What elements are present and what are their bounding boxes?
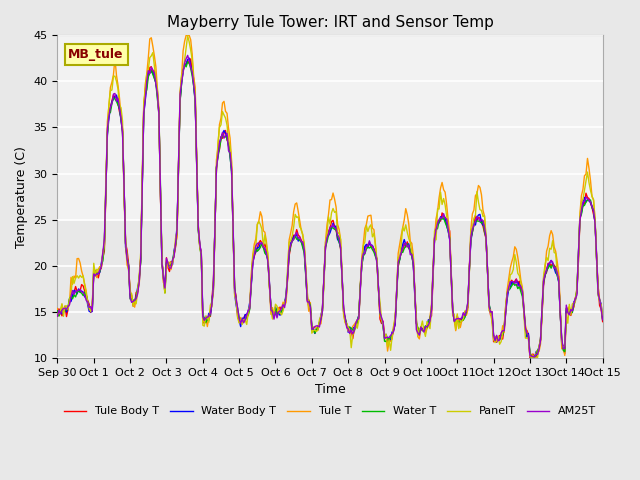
Water T (529, 355, 537, 360)
Tule Body T (68, 293, 76, 299)
AM25T (184, 52, 191, 58)
Title: Mayberry Tule Tower: IRT and Sensor Temp: Mayberry Tule Tower: IRT and Sensor Temp (166, 15, 493, 30)
Text: MB_tule: MB_tule (68, 48, 124, 61)
Legend: Tule Body T, Water Body T, Tule T, Water T, PanelT, AM25T: Tule Body T, Water Body T, Tule T, Water… (60, 402, 600, 421)
Water Body T (365, 240, 373, 246)
Line: Tule T: Tule T (58, 36, 603, 358)
PanelT (155, 113, 163, 119)
Water T (365, 245, 373, 251)
Water Body T (186, 55, 193, 61)
Tule T (182, 33, 190, 38)
Tule T (155, 105, 163, 110)
AM25T (68, 288, 76, 293)
Tule T (365, 213, 373, 218)
Water T (184, 59, 191, 65)
Line: Water T: Water T (58, 62, 603, 358)
Water T (599, 316, 607, 322)
Tule Body T (54, 312, 61, 317)
Water T (54, 308, 61, 313)
Bar (58, 36, 603, 220)
Tule Body T (187, 56, 195, 62)
Water Body T (531, 355, 538, 360)
Water T (535, 345, 543, 351)
PanelT (68, 274, 76, 279)
Tule Body T (535, 346, 543, 351)
Tule Body T (155, 111, 163, 117)
AM25T (396, 255, 404, 261)
Water Body T (599, 317, 607, 323)
PanelT (384, 344, 392, 349)
Water T (384, 335, 392, 340)
AM25T (531, 354, 538, 360)
Water T (155, 108, 163, 114)
Line: AM25T: AM25T (58, 55, 603, 357)
Water Body T (68, 293, 76, 299)
Tule Body T (365, 240, 373, 246)
AM25T (155, 110, 163, 116)
Water Body T (396, 257, 404, 263)
PanelT (535, 343, 543, 349)
Tule T (599, 316, 607, 322)
AM25T (384, 335, 392, 340)
AM25T (535, 346, 543, 352)
Water Body T (155, 112, 163, 118)
Water Body T (384, 336, 392, 342)
Tule T (68, 281, 76, 287)
Water Body T (54, 307, 61, 312)
Y-axis label: Temperature (C): Temperature (C) (15, 145, 28, 248)
Water Body T (535, 345, 543, 350)
Water T (68, 296, 76, 301)
PanelT (54, 311, 61, 317)
Line: Water Body T: Water Body T (58, 58, 603, 358)
PanelT (396, 254, 404, 260)
Tule T (54, 306, 61, 312)
PanelT (527, 355, 535, 360)
AM25T (54, 313, 61, 319)
PanelT (184, 33, 191, 38)
PanelT (599, 313, 607, 319)
X-axis label: Time: Time (315, 383, 346, 396)
Tule T (535, 348, 543, 354)
Tule Body T (526, 355, 534, 360)
Line: Tule Body T: Tule Body T (58, 59, 603, 358)
Water T (396, 257, 404, 263)
AM25T (365, 238, 373, 244)
Tule T (531, 355, 538, 360)
Tule Body T (396, 255, 404, 261)
Tule T (384, 348, 392, 354)
Tule T (396, 241, 404, 247)
AM25T (599, 316, 607, 322)
Tule Body T (599, 319, 607, 324)
Tule Body T (384, 338, 392, 344)
Line: PanelT: PanelT (58, 36, 603, 358)
PanelT (365, 224, 373, 230)
